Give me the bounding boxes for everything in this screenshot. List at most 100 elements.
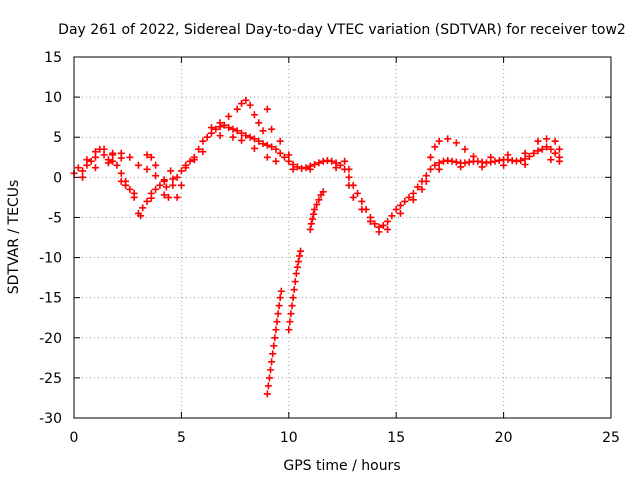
data-point-main-band <box>512 157 520 165</box>
y-tick-label: -15 <box>39 291 62 307</box>
data-point-main-band <box>298 165 306 173</box>
data-point-upper-band <box>242 96 250 104</box>
data-point-main-band <box>491 157 499 165</box>
data-point-upper-band <box>285 151 293 159</box>
data-point-lower-band <box>457 163 465 171</box>
y-tick-label: -25 <box>39 371 62 387</box>
data-point-steep-arc <box>308 215 316 223</box>
data-point-steep-arc <box>310 210 318 218</box>
data-point-main-band <box>195 145 203 153</box>
data-point-main-band <box>547 145 555 153</box>
data-point-isolated-points <box>160 176 168 184</box>
data-point-steep-arc <box>268 358 276 366</box>
data-point-main-band <box>152 185 160 193</box>
data-point-main-band <box>255 137 263 145</box>
data-point-main-band <box>165 193 173 201</box>
data-point-lower-band <box>199 148 207 156</box>
data-point-upper-band <box>143 165 151 173</box>
data-point-main-band <box>199 137 207 145</box>
data-point-isolated-points <box>152 161 160 169</box>
data-point-upper-band <box>427 153 435 161</box>
data-point-steep-arc <box>288 302 296 310</box>
data-point-upper-band <box>83 156 91 164</box>
data-point-main-band <box>79 167 87 175</box>
data-point-isolated-points <box>117 149 125 157</box>
data-point-main-band <box>315 159 323 167</box>
data-point-steep-arc <box>264 382 272 390</box>
data-point-main-band <box>126 185 134 193</box>
data-point-lower-band <box>396 209 404 217</box>
data-point-isolated-points <box>109 149 117 157</box>
data-point-steep-arc <box>270 342 278 350</box>
data-point-main-band <box>414 183 422 191</box>
data-point-upper-band <box>534 137 542 145</box>
data-point-upper-band <box>259 127 267 135</box>
data-point-main-band <box>534 147 542 155</box>
data-point-steep-arc <box>319 188 327 196</box>
data-point-main-band <box>371 220 379 228</box>
data-point-steep-arc <box>297 247 305 255</box>
data-point-steep-arc <box>271 334 279 342</box>
data-point-upper-band <box>543 135 551 143</box>
data-point-lower-band <box>250 144 258 152</box>
data-point-isolated-points <box>143 151 151 159</box>
x-tick-label: 0 <box>70 430 79 446</box>
data-point-steep-arc <box>292 270 300 278</box>
data-point-main-band <box>517 156 525 164</box>
data-point-lower-band <box>216 132 224 140</box>
data-point-main-band <box>186 157 194 165</box>
data-point-steep-arc <box>285 326 293 334</box>
data-point-main-band <box>242 132 250 140</box>
data-point-main-band <box>427 165 435 173</box>
data-point-steep-arc <box>274 310 282 318</box>
data-point-main-band <box>461 159 469 167</box>
data-point-steep-arc <box>269 350 277 358</box>
data-point-upper-band <box>461 145 469 153</box>
data-point-lower-band <box>289 165 297 173</box>
data-point-isolated-points <box>167 167 175 175</box>
data-point-isolated-points <box>173 193 181 201</box>
data-point-upper-band <box>470 152 478 160</box>
data-point-isolated-points <box>147 153 155 161</box>
data-point-lower-band <box>435 165 443 173</box>
data-point-steep-arc <box>306 225 314 233</box>
data-point-steep-arc <box>289 294 297 302</box>
data-point-upper-band <box>246 101 254 109</box>
chart-title: Day 261 of 2022, Sidereal Day-to-day VTE… <box>58 22 626 38</box>
data-point-upper-band <box>551 137 559 145</box>
data-point-upper-band <box>250 111 258 119</box>
data-point-lower-band <box>478 163 486 171</box>
data-point-main-band <box>139 204 147 212</box>
data-point-main-band <box>229 125 237 133</box>
data-point-upper-band <box>216 119 224 127</box>
data-point-main-band <box>482 159 490 167</box>
data-point-main-band <box>311 160 319 168</box>
data-point-steep-arc <box>296 252 304 260</box>
data-point-main-band <box>495 156 503 164</box>
data-point-lower-band <box>332 164 340 172</box>
x-tick-label: 5 <box>177 430 186 446</box>
data-point-upper-band <box>435 137 443 145</box>
data-point-steep-arc <box>272 326 280 334</box>
data-point-upper-band <box>345 165 353 173</box>
data-point-main-band <box>281 153 289 161</box>
data-point-main-band <box>74 164 82 172</box>
data-point-steep-arc <box>277 287 285 295</box>
data-point-main-band <box>452 158 460 166</box>
data-point-steep-arc <box>293 263 301 271</box>
data-point-lower-band <box>306 165 314 173</box>
data-points <box>70 96 563 398</box>
data-point-main-band <box>448 157 456 165</box>
data-point-upper-band <box>276 137 284 145</box>
data-point-lower-band <box>160 191 168 199</box>
data-point-main-band <box>392 205 400 213</box>
data-point-upper-band <box>255 119 263 127</box>
data-point-main-band <box>263 141 271 149</box>
data-point-main-band <box>409 189 417 197</box>
data-point-lower-band <box>238 136 246 144</box>
data-point-main-band <box>250 135 258 143</box>
data-point-main-band <box>173 173 181 181</box>
data-point-upper-band <box>521 149 529 157</box>
data-point-main-band <box>169 181 177 189</box>
y-axis-label: SDTVAR / TECUs <box>6 180 22 295</box>
